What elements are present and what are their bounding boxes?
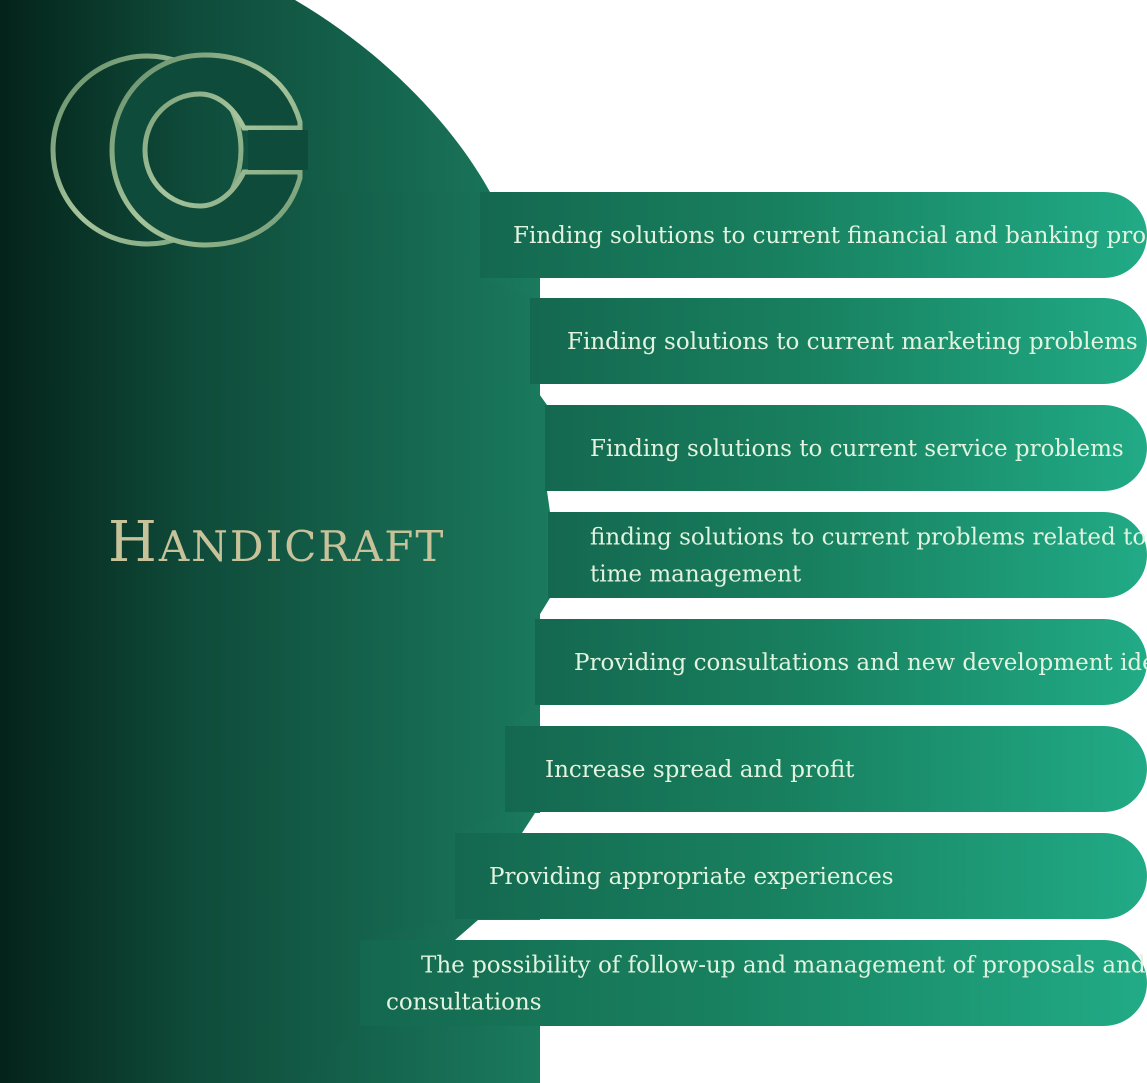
service-item-label: finding solutions to current problems re… — [590, 525, 1146, 551]
service-item: Finding solutions to current financial a… — [480, 192, 1147, 278]
service-item: Providing consultations and new developm… — [535, 619, 1147, 705]
service-item-label: Providing consultations and new developm… — [574, 650, 1147, 676]
service-item-tab — [535, 619, 1147, 705]
service-item-tab — [545, 405, 1147, 491]
service-item-label: The possibility of follow-up and managem… — [421, 953, 1146, 979]
tab-gap — [590, 599, 1147, 619]
tab-gap — [455, 920, 1147, 940]
tab-gap — [592, 492, 1147, 512]
tab-gap — [540, 278, 1147, 298]
service-item: Providing appropriate experiences — [455, 833, 1147, 919]
service-item-tab — [455, 833, 1147, 919]
service-item-tab — [530, 298, 1147, 384]
panel-extension — [0, 192, 550, 1083]
service-item-label: time management — [590, 562, 802, 588]
service-item: The possibility of follow-up and managem… — [360, 940, 1147, 1026]
tab-gap — [574, 385, 1147, 405]
service-item-tab — [360, 940, 1147, 1026]
service-item-label: consultations — [386, 990, 542, 1016]
service-item: Finding solutions to current marketing p… — [530, 298, 1147, 384]
service-item-tab — [548, 512, 1147, 598]
brand-title: HANDICRAFT — [108, 510, 445, 575]
tab-gap — [522, 813, 1147, 833]
service-item-tab — [505, 726, 1147, 812]
connector-shapes — [455, 278, 1147, 940]
service-items: Finding solutions to current financial a… — [360, 192, 1147, 1026]
service-item-label: Providing appropriate experiences — [489, 864, 894, 890]
service-item-label: Finding solutions to current marketing p… — [567, 329, 1138, 355]
service-item-tab — [480, 192, 1147, 278]
service-item-label: Finding solutions to current financial a… — [513, 223, 1147, 249]
service-item-label: Finding solutions to current service pro… — [590, 436, 1124, 462]
service-item-label: Increase spread and profit — [545, 757, 855, 783]
service-item: Finding solutions to current service pro… — [545, 405, 1147, 491]
service-item: Increase spread and profit — [505, 726, 1147, 812]
service-item: finding solutions to current problems re… — [548, 512, 1147, 598]
tab-gap — [567, 706, 1147, 726]
double-c-ring-logo-icon — [50, 52, 308, 248]
